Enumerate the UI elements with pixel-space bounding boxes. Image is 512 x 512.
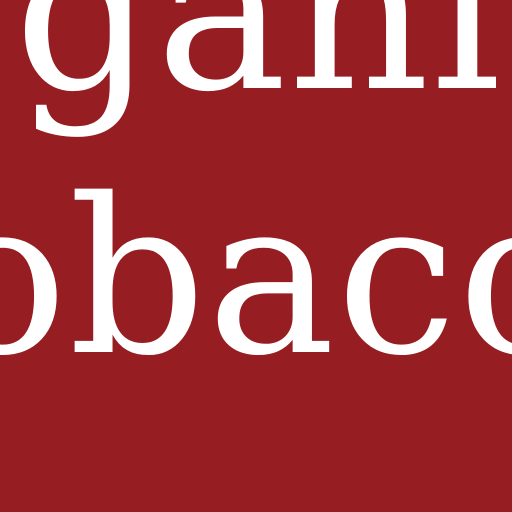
- text-line-bottom: obaco: [0, 152, 512, 403]
- text-line-top: gani: [14, 0, 503, 140]
